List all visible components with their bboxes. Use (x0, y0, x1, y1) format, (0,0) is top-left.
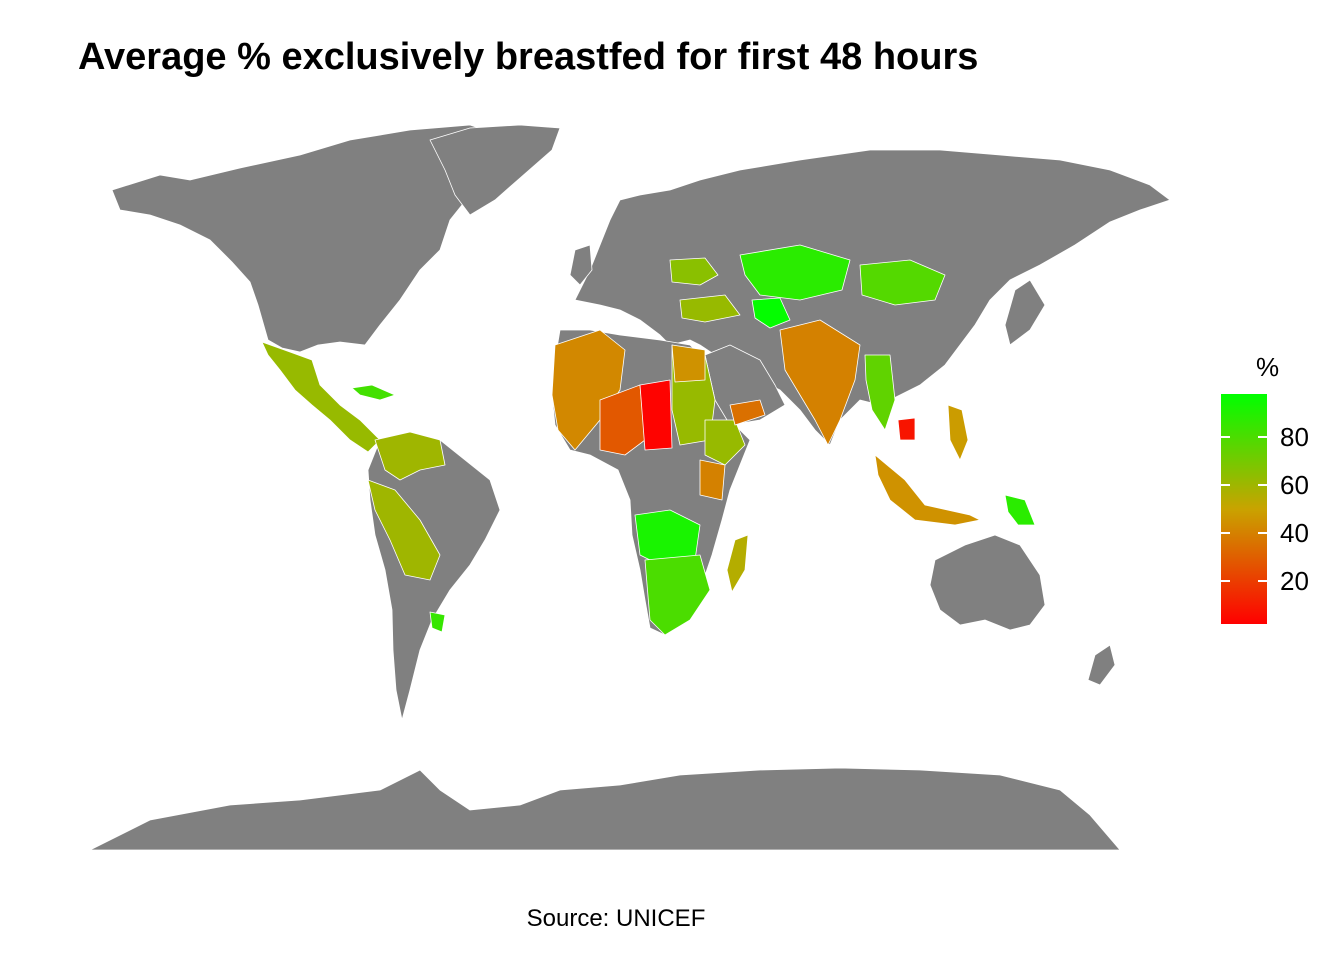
land-south-america (367, 431, 501, 721)
region-chad (639, 379, 673, 451)
region-madagascar (726, 534, 749, 593)
region-india (779, 319, 861, 446)
region-ukraine (669, 257, 719, 286)
legend-title: % (1256, 352, 1280, 382)
no-data-land (89, 124, 1171, 851)
legend-tick-label: 80 (1280, 422, 1309, 453)
legend-color-bar (1221, 394, 1267, 624)
legend-tick-label: 40 (1280, 517, 1309, 548)
region-egypt (671, 344, 706, 383)
region-uruguay (429, 611, 446, 633)
legend-tick-label: 20 (1280, 565, 1309, 596)
region-nigeria-niger (599, 384, 646, 456)
land-australia (929, 534, 1046, 631)
region-kazakhstan (739, 244, 851, 301)
region-mongolia (859, 259, 946, 306)
region-cuba (351, 384, 396, 401)
land-uk (569, 244, 593, 286)
map-title: Average % exclusively breastfed for firs… (78, 36, 979, 78)
region-papua-new-guinea (1004, 494, 1036, 526)
region-kenya (699, 459, 726, 501)
region-colombia-venezuela (374, 431, 446, 481)
region-southern-africa (644, 554, 711, 636)
land-new-zealand (1087, 644, 1116, 686)
legend-tick-label: 60 (1280, 470, 1309, 501)
source-caption: Source: UNICEF (526, 905, 706, 932)
land-arabia (704, 344, 786, 426)
land-japan (1004, 279, 1046, 346)
region-indonesia (874, 454, 981, 526)
region-mexico-central-america (261, 341, 381, 453)
region-turkmenistan (751, 297, 791, 329)
land-north-america (111, 124, 521, 353)
region-myanmar-thailand (864, 354, 896, 431)
land-greenland (429, 124, 561, 216)
region-cambodia (897, 417, 916, 441)
region-peru-bolivia (367, 479, 441, 581)
region-philippines (947, 404, 969, 461)
land-antarctica (89, 767, 1121, 851)
region-yemen (729, 399, 766, 426)
region-ethiopia (704, 419, 746, 466)
region-turkey (679, 294, 741, 323)
